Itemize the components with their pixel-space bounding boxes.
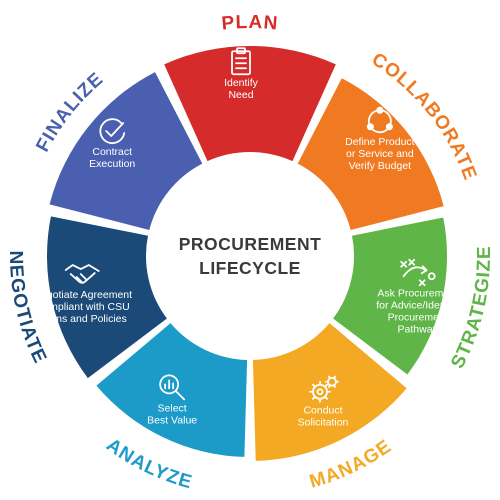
checkmark-circle-icon	[99, 118, 126, 145]
phase-label-text: PLAN	[221, 12, 279, 35]
phase-label-plan: PLAN	[221, 12, 280, 35]
gears-icon	[309, 375, 339, 403]
segment-desc-line: Solicitation	[298, 417, 349, 429]
segment-negotiate	[46, 216, 167, 379]
handshake-icon	[64, 264, 100, 284]
segment-desc-strategize: Ask Procurement for Advice/Identify Procur…	[376, 287, 460, 335]
segment-desc-line: Ask Procurement	[377, 287, 458, 299]
segment-analyze	[96, 323, 248, 457]
center-title-line2: LIFECYCLE	[199, 258, 301, 278]
segment-desc-line: Select	[158, 402, 187, 414]
segment-desc-line: Execution	[89, 158, 135, 170]
segment-desc-line: Conduct	[303, 405, 342, 417]
center-circle	[150, 156, 350, 356]
segment-desc-line: Contract	[92, 146, 132, 158]
segment-desc-line: Need	[228, 89, 253, 101]
magnifier-chart-icon	[159, 374, 186, 401]
strategy-play-icon	[400, 258, 436, 287]
segment-desc-line: or Service and	[346, 148, 414, 160]
segment-desc-line: for Advice/Identify	[376, 299, 460, 311]
segment-desc-analyze: Select Best Value	[147, 402, 197, 426]
center-title-line1: PROCUREMENT	[179, 234, 322, 254]
clipboard-icon	[231, 47, 251, 76]
segment-strategize	[333, 217, 447, 375]
segment-desc-plan: Identify Need	[224, 77, 259, 101]
segment-plan	[164, 46, 336, 162]
segment-desc-line: Procurement	[388, 311, 448, 323]
segment-desc-manage: Conduct Solicitation	[298, 405, 349, 429]
segment-desc-line: Verify Budget	[349, 160, 412, 172]
segment-desc-line: Pathway	[398, 323, 439, 335]
segment-finalize	[49, 72, 203, 231]
segment-desc-line: Terms and Policies	[39, 313, 127, 325]
network-icon	[366, 106, 393, 134]
segment-desc-line: Identify	[224, 77, 259, 89]
segment-desc-finalize: Contract Execution	[89, 146, 135, 170]
segment-desc-line: Define Product	[345, 136, 415, 148]
segment-desc-line: Compliant with CSU	[36, 301, 130, 313]
segment-collaborate	[297, 78, 444, 231]
segment-desc-line: Best Value	[147, 414, 197, 426]
segment-desc-line: Negotiate Agreement	[33, 289, 132, 301]
segment-desc-negotiate: Negotiate Agreement Compliant with CSU Ter…	[33, 289, 132, 325]
segment-desc-collaborate: Define Product or Service and Verify Budge…	[345, 136, 415, 172]
